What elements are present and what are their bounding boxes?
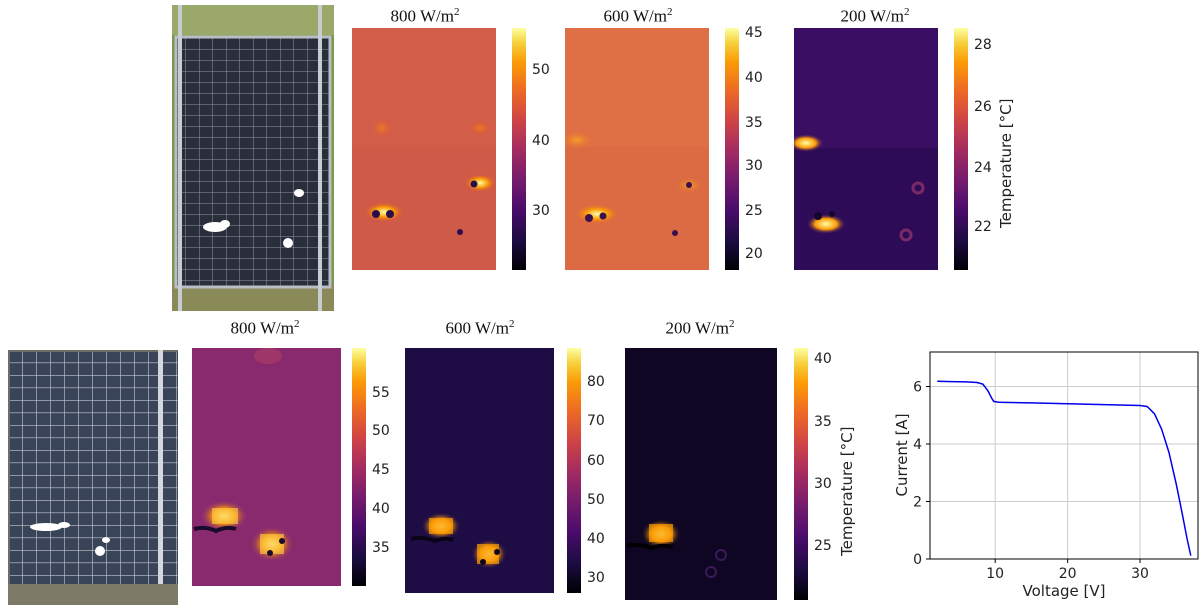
- top-thermal-600: [565, 28, 709, 270]
- top-title-200-sup: 2: [903, 6, 910, 18]
- top-cbar-200-tick-3: 22: [974, 219, 992, 235]
- x-tick-label: 10: [986, 566, 1004, 582]
- top-cbar-200-tick-2: 24: [974, 160, 992, 176]
- y-tick-label: 2: [913, 495, 922, 511]
- y-tick-label: 6: [913, 380, 922, 396]
- y-tick-label: 0: [913, 552, 922, 568]
- top-cbar-800-tick-0: 50: [532, 62, 550, 78]
- top-colorbar-800: [512, 28, 526, 270]
- series-iv-curve-line: [937, 380, 1192, 556]
- bottom-cbar-800-tick-0: 55: [372, 385, 390, 401]
- top-colorbar-label: Temperature [°C]: [997, 98, 1015, 228]
- bottom-cbar-600-tick-2: 60: [587, 453, 605, 469]
- bottom-title-800: 800 W/m2: [190, 318, 340, 339]
- bottom-cbar-200-tick-3: 25: [814, 538, 832, 554]
- top-cbar-600-tick-1: 40: [745, 70, 763, 86]
- chart-ticks: 10 20 30 0 2 4 6: [913, 380, 1149, 583]
- top-thermal-800: [352, 28, 496, 270]
- bottom-colorbar-600: [567, 348, 581, 593]
- x-tick-label: 20: [1059, 566, 1077, 582]
- top-title-600-sup: 2: [666, 6, 673, 18]
- bottom-title-800-text: 800 W/m: [230, 318, 294, 338]
- bottom-thermal-200: [625, 348, 777, 600]
- top-cbar-200-tick-1: 26: [974, 99, 992, 115]
- top-title-200: 200 W/m2: [800, 6, 950, 27]
- bottom-cbar-800-tick-4: 35: [372, 540, 390, 556]
- top-colorbar-600: [725, 28, 739, 270]
- bottom-cbar-800-tick-3: 40: [372, 501, 390, 517]
- bottom-title-200-sup: 2: [728, 318, 735, 330]
- x-tick-label: 30: [1131, 566, 1149, 582]
- bottom-cbar-200-tick-0: 40: [814, 351, 832, 367]
- top-cbar-600-tick-2: 35: [745, 115, 763, 131]
- bottom-cbar-200-tick-1: 35: [814, 414, 832, 430]
- top-title-800-sup: 2: [453, 6, 460, 18]
- top-cbar-600-tick-4: 25: [745, 203, 763, 219]
- bottom-title-200-text: 200 W/m: [665, 318, 729, 338]
- bottom-cbar-600-tick-3: 50: [587, 492, 605, 508]
- chart-plot-area: [929, 351, 1199, 560]
- y-tick-label: 4: [913, 437, 922, 453]
- top-title-600: 600 W/m2: [563, 6, 713, 27]
- bottom-title-600-text: 600 W/m: [445, 318, 509, 338]
- top-panel-photo-svg: [172, 5, 334, 311]
- top-colorbar-200: [954, 28, 968, 270]
- chart-grid: [930, 352, 1198, 560]
- top-title-600-text: 600 W/m: [603, 6, 667, 26]
- bottom-colorbar-800: [352, 348, 366, 586]
- chart-ylabel: Current [A]: [893, 413, 911, 496]
- iv-curve-chart: 10 20 30 0 2 4 6 Voltage [V] Current [A]: [893, 351, 1199, 600]
- bottom-title-600: 600 W/m2: [405, 318, 555, 339]
- top-cbar-600-tick-0: 45: [745, 25, 763, 41]
- bottom-cbar-600-tick-0: 80: [587, 374, 605, 390]
- top-cbar-200-tick-0: 28: [974, 37, 992, 53]
- bottom-title-600-sup: 2: [508, 318, 515, 330]
- chart-xlabel: Voltage [V]: [1023, 582, 1106, 600]
- bottom-panel-photo: [8, 350, 178, 605]
- top-title-800: 800 W/m2: [350, 6, 500, 27]
- top-thermal-200: [794, 28, 938, 270]
- bottom-title-800-sup: 2: [293, 318, 300, 330]
- bottom-thermal-800: [192, 348, 341, 586]
- bottom-colorbar-200: [794, 348, 808, 600]
- top-panel-photo: [172, 5, 334, 311]
- top-cbar-800-tick-2: 30: [532, 203, 550, 219]
- top-cbar-600-tick-5: 20: [745, 246, 763, 262]
- top-cbar-600-tick-3: 30: [745, 158, 763, 174]
- top-title-800-text: 800 W/m: [390, 6, 454, 26]
- bottom-cbar-800-tick-1: 50: [372, 423, 390, 439]
- bottom-cbar-600-tick-4: 40: [587, 531, 605, 547]
- top-cbar-800-tick-1: 40: [532, 133, 550, 149]
- bottom-cbar-600-tick-1: 70: [587, 413, 605, 429]
- bottom-title-200: 200 W/m2: [625, 318, 775, 339]
- bottom-colorbar-label: Temperature [°C]: [838, 426, 856, 556]
- bottom-cbar-800-tick-2: 45: [372, 462, 390, 478]
- bottom-cbar-600-tick-5: 30: [587, 570, 605, 586]
- bottom-thermal-600: [405, 348, 554, 593]
- bottom-cbar-200-tick-2: 30: [814, 476, 832, 492]
- top-title-200-text: 200 W/m: [840, 6, 904, 26]
